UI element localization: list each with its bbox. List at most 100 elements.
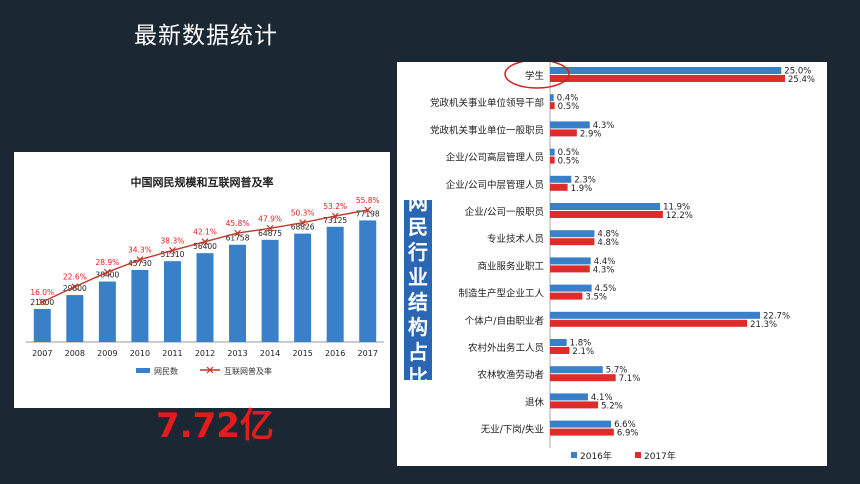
x-tick-label: 2016 <box>325 349 345 358</box>
bar-2017 <box>550 428 614 436</box>
bar-2017 <box>550 401 599 409</box>
legend-swatch-2017 <box>635 452 641 458</box>
rate-marker <box>331 212 339 220</box>
value-label-2016: 0.4% <box>557 94 579 104</box>
value-label-2017: 5.2% <box>601 401 623 411</box>
bar-2016 <box>550 257 591 265</box>
rate-marker <box>364 206 372 214</box>
side-label-char: 结 <box>408 290 428 314</box>
value-label-2016: 25.0% <box>784 67 811 77</box>
bar-value-label: 56400 <box>193 242 217 251</box>
value-label-2016: 1.8% <box>570 339 592 349</box>
side-label-char: 行 <box>408 240 428 264</box>
rate-label: 16.0% <box>30 288 54 297</box>
bar-2016 <box>550 230 595 238</box>
bar-value-label: 29800 <box>63 284 87 293</box>
value-label-2017: 7.1% <box>619 374 641 384</box>
x-tick-label: 2012 <box>195 349 215 358</box>
bar-2016 <box>550 284 592 292</box>
bar-value-label: 61758 <box>226 234 250 243</box>
rate-label: 53.2% <box>323 202 347 211</box>
rate-marker-stroke <box>201 238 209 246</box>
category-label: 商业服务业职工 <box>477 260 544 272</box>
bar <box>33 308 51 342</box>
bar-value-label: 64875 <box>258 229 282 238</box>
value-label-2017: 0.5% <box>558 102 580 112</box>
rate-marker <box>234 229 241 237</box>
rate-marker-stroke <box>266 224 274 232</box>
value-label-2016: 6.6% <box>614 420 636 430</box>
bar-2016 <box>550 311 761 319</box>
x-tick-label: 2014 <box>260 349 280 358</box>
category-label: 党政机关事业单位领导干部 <box>430 97 544 109</box>
category-label: 退休 <box>525 396 545 408</box>
category-label: 学生 <box>525 70 545 82</box>
rate-marker <box>136 256 144 264</box>
rate-marker-stroke <box>71 283 79 291</box>
bar-2016 <box>550 339 567 346</box>
rate-label: 22.6% <box>63 273 87 282</box>
category-label: 企业/公司中层管理人员 <box>446 179 544 191</box>
rate-label: 38.3% <box>161 236 185 245</box>
category-label: 农林牧渔劳动者 <box>477 369 544 381</box>
rate-marker <box>38 298 46 306</box>
category-label: 农村外出务工人员 <box>468 342 544 354</box>
x-tick-label: 2008 <box>65 349 85 358</box>
bar <box>163 261 181 342</box>
value-label-2017: 21.3% <box>750 320 777 330</box>
rate-marker-stroke <box>136 256 144 264</box>
bar-2017 <box>550 211 663 218</box>
rate-label: 28.9% <box>95 258 119 267</box>
bar-2016 <box>550 203 661 210</box>
bar-2016 <box>550 94 554 102</box>
value-label-2017: 12.2% <box>666 211 693 221</box>
bar-2017 <box>550 129 577 137</box>
rate-marker <box>201 238 209 246</box>
rate-marker-stroke <box>331 212 339 220</box>
occupation-chart-panel: 25.0% 25.4% 学生 0.4% 0.5% 党政机关事业单位领导干部 4.3% 2.9%… <box>397 59 827 466</box>
value-label-2016: 4.4% <box>594 257 616 267</box>
legend-label-2017: 2017年 <box>644 450 676 462</box>
x-tick-label: 2011 <box>162 349 182 358</box>
rate-marker <box>266 224 274 232</box>
bar <box>294 233 312 342</box>
x-tick-label: 2007 <box>32 349 52 358</box>
rate-marker <box>103 268 111 276</box>
value-label-2017: 0.5% <box>558 157 580 167</box>
legend-swatch-rate-marker <box>206 366 214 374</box>
bar-value-label: 77198 <box>356 209 380 218</box>
chart-title: 中国网民规模和互联网普及率 <box>131 175 274 189</box>
rate-marker <box>299 219 307 227</box>
value-label-2016: 5.7% <box>606 366 628 376</box>
bar-2017 <box>550 102 555 110</box>
rate-marker-stroke <box>234 229 241 237</box>
bar-2017 <box>550 75 785 82</box>
bar-2017 <box>550 374 616 382</box>
side-vertical-label: 网民行业结构占比 <box>404 190 432 389</box>
value-label-2017: 3.5% <box>585 293 607 303</box>
bar <box>131 269 149 342</box>
occupation-chart: 25.0%25.4%学生0.4%0.5%党政机关事业单位领导干部4.3%2.9%… <box>430 59 815 462</box>
x-tick-label: 2009 <box>97 349 117 358</box>
bar-2016 <box>550 366 603 374</box>
bar-value-label: 68826 <box>291 223 315 232</box>
bar-2016 <box>550 393 588 401</box>
rate-marker-stroke <box>299 219 307 227</box>
category-label: 企业/公司一般职员 <box>465 206 544 218</box>
value-label-2016: 22.7% <box>763 311 790 321</box>
x-tick-label: 2013 <box>227 349 247 358</box>
category-label: 制造生产型企业工人 <box>458 288 544 300</box>
bar-2016 <box>550 175 572 183</box>
rate-marker-stroke <box>169 247 176 254</box>
rate-marker-stroke <box>364 206 372 214</box>
value-label-2017: 6.9% <box>617 429 639 439</box>
bar <box>359 220 377 342</box>
category-label: 专业技术人员 <box>487 233 544 245</box>
value-label-2016: 2.3% <box>574 175 596 185</box>
rate-label: 47.9% <box>258 214 282 223</box>
category-label: 党政机关事业单位一般职员 <box>430 124 544 136</box>
value-label-2017: 4.8% <box>597 238 619 248</box>
value-label-2017: 1.9% <box>571 184 593 194</box>
value-label-2017: 25.4% <box>788 75 815 85</box>
bar <box>98 281 116 342</box>
